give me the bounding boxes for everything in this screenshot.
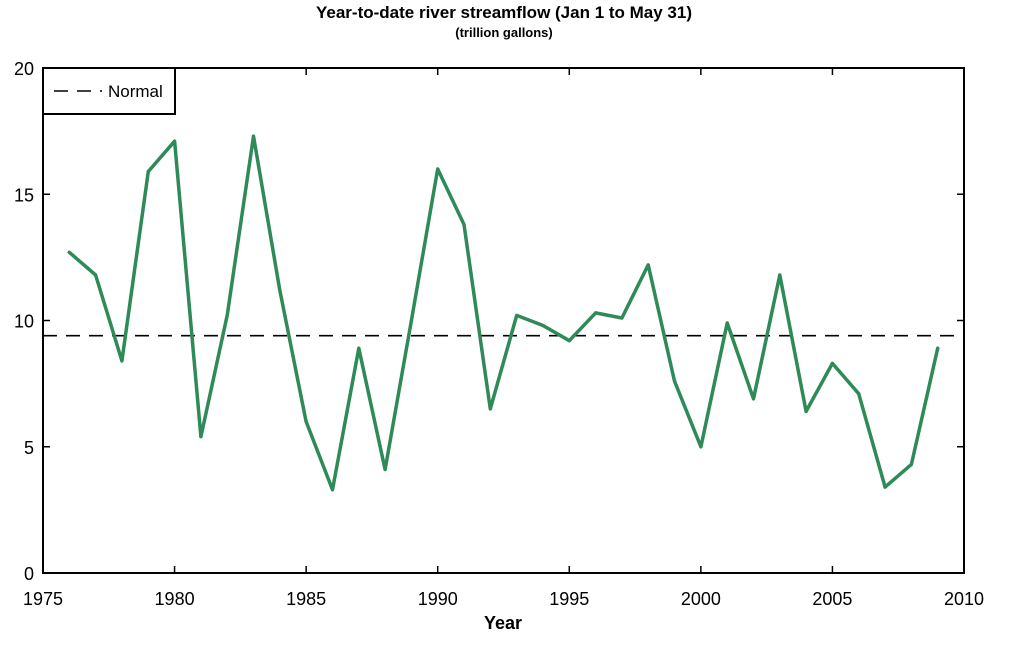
streamflow-point [304, 419, 308, 424]
x-tick-label: 2000 [681, 589, 721, 609]
streamflow-point [120, 359, 124, 363]
chart-subtitle: (trillion gallons) [455, 25, 553, 40]
x-tick-label: 1995 [549, 589, 589, 609]
streamflow-point [725, 321, 729, 325]
streamflow-line [67, 134, 940, 492]
streamflow-point [251, 134, 256, 138]
streamflow-point [936, 346, 940, 350]
x-tick-label: 1980 [155, 589, 195, 609]
streamflow-point [199, 435, 203, 439]
streamflow-point [778, 273, 782, 277]
streamflow-point [436, 167, 440, 171]
streamflow-point [830, 361, 835, 366]
streamflow-point [857, 392, 861, 396]
y-tick-label: 20 [14, 59, 34, 79]
streamflow-point [67, 250, 71, 254]
streamflow-point [567, 339, 571, 343]
streamflow-point [646, 263, 650, 267]
chart-title: Year-to-date river streamflow (Jan 1 to … [316, 3, 692, 22]
x-tick-label: 1975 [23, 589, 63, 609]
streamflow-point [883, 485, 887, 489]
x-axis-label: Year [484, 613, 522, 633]
streamflow-point [515, 313, 519, 318]
x-tick-label: 2005 [812, 589, 852, 609]
streamflow-point [804, 409, 808, 413]
streamflow-point [541, 323, 545, 328]
streamflow-point [225, 313, 229, 318]
y-tick-label: 5 [24, 438, 34, 458]
x-tick-label: 2010 [944, 589, 984, 609]
y-tick-label: 15 [14, 185, 34, 205]
plot-frame [42, 67, 965, 574]
streamflow-point [699, 445, 703, 449]
streamflow-point [146, 169, 150, 174]
streamflow-point [409, 318, 413, 323]
y-tick-label: 0 [24, 564, 34, 584]
streamflow-point [330, 488, 335, 492]
x-tick-label: 1985 [286, 589, 326, 609]
streamflow-point [278, 288, 282, 292]
y-tick-label: 10 [14, 312, 34, 332]
legend-normal-label: Normal [108, 82, 163, 101]
streamflow-point [94, 273, 98, 277]
streamflow-point [462, 222, 466, 227]
streamflow-point [357, 346, 361, 350]
streamflow-point [383, 467, 387, 472]
legend: Normal [42, 67, 176, 115]
streamflow-point [172, 139, 177, 143]
streamflow-point [488, 407, 492, 411]
streamflow-point [751, 397, 756, 401]
streamflow-point [909, 462, 913, 467]
streamflow-point [672, 379, 677, 383]
axis-ticks: 1975 1980 1985 1990 1995 2000 2005 2010 0 5 10 15 20 [14, 59, 984, 609]
series-layer [43, 134, 964, 492]
x-tick-label: 1990 [418, 589, 458, 609]
streamflow-point [620, 316, 624, 320]
streamflow-point [594, 311, 598, 315]
